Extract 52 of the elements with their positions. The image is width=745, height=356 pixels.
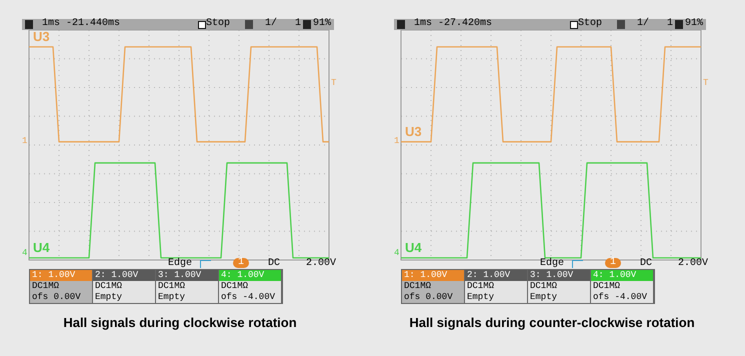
text: Stop bbox=[578, 18, 602, 29]
text: DC bbox=[268, 258, 280, 269]
text: 91% bbox=[685, 18, 704, 29]
text: Hall signals during clockwise rotation bbox=[62, 315, 298, 330]
series-label: U3 bbox=[33, 28, 50, 44]
text: T bbox=[331, 78, 336, 88]
text: 2.00V bbox=[678, 258, 708, 269]
text: 3: 1.00V bbox=[156, 270, 218, 281]
text: 1 bbox=[22, 136, 28, 146]
text: ofs 0.00V bbox=[30, 292, 92, 303]
text: T bbox=[703, 78, 708, 88]
text: DC1MΩ bbox=[93, 281, 155, 292]
text: 1ms -27.420ms bbox=[414, 18, 492, 29]
series-label: U4 bbox=[33, 240, 50, 255]
series-label: U4 bbox=[405, 240, 422, 255]
text: Empty bbox=[156, 292, 218, 303]
text: Stop bbox=[206, 18, 230, 29]
text: 2.00V bbox=[306, 258, 336, 269]
text: 1: 1.00V bbox=[402, 270, 464, 281]
text: DC1MΩ bbox=[156, 281, 218, 292]
text: DC1MΩ bbox=[30, 281, 92, 292]
text: Empty bbox=[528, 292, 590, 303]
text: 1/ 1 bbox=[637, 18, 674, 29]
series-label: U3 bbox=[405, 124, 422, 139]
text: Edge bbox=[540, 258, 564, 269]
text: ofs -4.00V bbox=[591, 292, 653, 303]
text: 4 bbox=[394, 248, 400, 258]
annotation: 1 bbox=[233, 257, 249, 268]
text: 4: 1.00V bbox=[219, 270, 281, 281]
text: Hall signals during counter-clockwise rotation bbox=[408, 315, 696, 330]
text: 4 bbox=[22, 248, 28, 258]
text: 1ms -21.440ms bbox=[42, 18, 120, 29]
text: 1/ 1 bbox=[265, 18, 302, 29]
text: DC1MΩ bbox=[465, 281, 527, 292]
text: DC1MΩ bbox=[402, 281, 464, 292]
text: Edge bbox=[168, 258, 192, 269]
text: ofs 0.00V bbox=[402, 292, 464, 303]
text: ofs -4.00V bbox=[219, 292, 281, 303]
text: 1 bbox=[394, 136, 400, 146]
text: DC1MΩ bbox=[591, 281, 653, 292]
text: DC bbox=[640, 258, 652, 269]
text: 3: 1.00V bbox=[528, 270, 590, 281]
text: 2: 1.00V bbox=[93, 270, 155, 281]
text: 2: 1.00V bbox=[465, 270, 527, 281]
text: 1: 1.00V bbox=[30, 270, 92, 281]
text: DC1MΩ bbox=[219, 281, 281, 292]
text: DC1MΩ bbox=[528, 281, 590, 292]
text: Empty bbox=[465, 292, 527, 303]
text: 91% bbox=[313, 18, 332, 29]
annotation: 1 bbox=[605, 257, 621, 268]
text: Empty bbox=[93, 292, 155, 303]
text: 4: 1.00V bbox=[591, 270, 653, 281]
